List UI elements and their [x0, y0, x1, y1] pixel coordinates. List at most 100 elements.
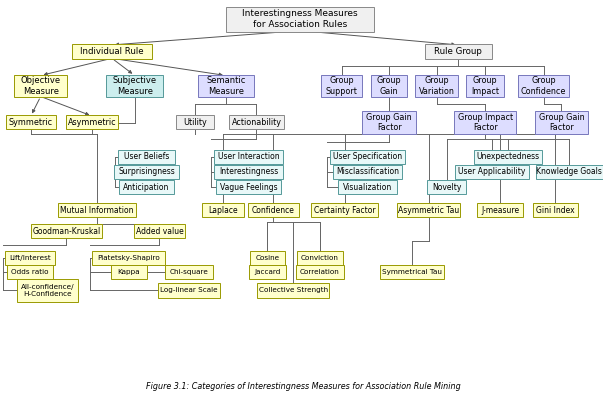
Text: Group Gain
Factor: Group Gain Factor [539, 113, 584, 132]
FancyBboxPatch shape [415, 75, 458, 97]
FancyBboxPatch shape [321, 75, 362, 97]
Text: Knowledge Goals: Knowledge Goals [536, 167, 602, 176]
Text: Piatetsky-Shapiro: Piatetsky-Shapiro [98, 255, 160, 261]
FancyBboxPatch shape [297, 251, 342, 265]
Text: Symmetrical Tau: Symmetrical Tau [382, 269, 442, 275]
FancyBboxPatch shape [14, 75, 67, 97]
FancyBboxPatch shape [533, 203, 578, 217]
FancyBboxPatch shape [536, 165, 603, 179]
FancyBboxPatch shape [425, 44, 491, 59]
FancyBboxPatch shape [333, 165, 402, 179]
FancyBboxPatch shape [17, 279, 78, 302]
Text: Surprisingness: Surprisingness [118, 167, 175, 176]
FancyBboxPatch shape [165, 265, 213, 279]
FancyBboxPatch shape [216, 180, 281, 195]
FancyBboxPatch shape [534, 111, 588, 134]
Text: Group Gain
Factor: Group Gain Factor [366, 113, 412, 132]
FancyBboxPatch shape [248, 203, 299, 217]
FancyBboxPatch shape [296, 265, 344, 279]
Text: User Applicability: User Applicability [458, 167, 526, 176]
Text: Cosine: Cosine [255, 255, 279, 261]
Text: Odds ratio: Odds ratio [11, 269, 48, 275]
Text: Individual Rule: Individual Rule [80, 47, 144, 56]
Text: Objective
Measure: Objective Measure [21, 76, 61, 96]
Text: Group
Impact: Group Impact [471, 76, 499, 96]
Text: Asymmetric Tau: Asymmetric Tau [398, 206, 459, 215]
Text: Visualization: Visualization [343, 183, 392, 192]
FancyBboxPatch shape [198, 75, 253, 97]
Text: Group
Support: Group Support [325, 76, 358, 96]
FancyBboxPatch shape [454, 111, 516, 134]
Text: Kappa: Kappa [118, 269, 140, 275]
Text: Figure 3.1: Categories of Interestingness Measures for Association Rule Mining: Figure 3.1: Categories of Interestingnes… [145, 382, 461, 391]
FancyBboxPatch shape [72, 44, 152, 59]
FancyBboxPatch shape [478, 203, 523, 217]
Text: Actionability: Actionability [231, 118, 281, 127]
Text: All-confidence/
H-Confidence: All-confidence/ H-Confidence [21, 284, 75, 297]
Text: Goodman-Kruskal: Goodman-Kruskal [32, 227, 101, 236]
FancyBboxPatch shape [380, 265, 444, 279]
FancyBboxPatch shape [248, 265, 286, 279]
FancyBboxPatch shape [214, 165, 283, 179]
FancyBboxPatch shape [58, 203, 136, 217]
Text: Group
Variation: Group Variation [419, 76, 454, 96]
Text: Mutual Information: Mutual Information [61, 206, 134, 215]
Text: Subjective
Measure: Subjective Measure [113, 76, 157, 96]
Text: Jaccard: Jaccard [254, 269, 281, 275]
FancyBboxPatch shape [5, 251, 55, 265]
FancyBboxPatch shape [214, 149, 283, 164]
Text: Anticipation: Anticipation [124, 183, 170, 192]
FancyBboxPatch shape [158, 283, 220, 298]
FancyBboxPatch shape [228, 115, 284, 129]
FancyBboxPatch shape [362, 111, 416, 134]
FancyBboxPatch shape [330, 149, 405, 164]
Text: Misclassification: Misclassification [336, 167, 399, 176]
Text: Interestingness Measures
for Association Rules: Interestingness Measures for Association… [242, 9, 358, 29]
Text: Added value: Added value [136, 227, 184, 236]
FancyBboxPatch shape [226, 7, 375, 31]
Text: Interestingness: Interestingness [219, 167, 278, 176]
Text: Group Impact
Factor: Group Impact Factor [458, 113, 513, 132]
Text: Gini Index: Gini Index [536, 206, 574, 215]
Text: Correlation: Correlation [300, 269, 340, 275]
Text: Group
Confidence: Group Confidence [521, 76, 566, 96]
FancyBboxPatch shape [456, 165, 528, 179]
Text: Group
Gain: Group Gain [377, 76, 401, 96]
FancyBboxPatch shape [427, 180, 467, 195]
Text: Vague Feelings: Vague Feelings [220, 183, 278, 192]
FancyBboxPatch shape [474, 149, 542, 164]
FancyBboxPatch shape [338, 180, 397, 195]
FancyBboxPatch shape [67, 115, 118, 129]
FancyBboxPatch shape [106, 75, 164, 97]
Text: Collective Strength: Collective Strength [259, 287, 328, 294]
Text: Symmetric: Symmetric [8, 118, 53, 127]
Text: Rule Group: Rule Group [435, 47, 482, 56]
FancyBboxPatch shape [7, 265, 53, 279]
FancyBboxPatch shape [250, 251, 285, 265]
FancyBboxPatch shape [6, 115, 56, 129]
Text: Chi-square: Chi-square [170, 269, 208, 275]
Text: Semantic
Measure: Semantic Measure [206, 76, 245, 96]
Text: User Interaction: User Interaction [218, 152, 279, 161]
FancyBboxPatch shape [176, 115, 214, 129]
Text: J-measure: J-measure [481, 206, 519, 215]
FancyBboxPatch shape [114, 165, 179, 179]
Text: User Beliefs: User Beliefs [124, 152, 169, 161]
Text: Confidence: Confidence [252, 206, 295, 215]
Text: Novelty: Novelty [432, 183, 461, 192]
Text: Asymmetric: Asymmetric [68, 118, 116, 127]
FancyBboxPatch shape [118, 149, 175, 164]
Text: Utility: Utility [183, 118, 207, 127]
Text: Log-linear Scale: Log-linear Scale [161, 287, 218, 294]
FancyBboxPatch shape [371, 75, 407, 97]
Text: Lift/Interest: Lift/Interest [9, 255, 51, 261]
FancyBboxPatch shape [258, 283, 328, 298]
Text: Laplace: Laplace [208, 206, 238, 215]
FancyBboxPatch shape [202, 203, 244, 217]
Text: Unexpectedness: Unexpectedness [476, 152, 539, 161]
Text: Certainty Factor: Certainty Factor [314, 206, 375, 215]
Text: User Specification: User Specification [333, 152, 402, 161]
FancyBboxPatch shape [31, 224, 102, 238]
FancyBboxPatch shape [111, 265, 147, 279]
FancyBboxPatch shape [92, 251, 165, 265]
